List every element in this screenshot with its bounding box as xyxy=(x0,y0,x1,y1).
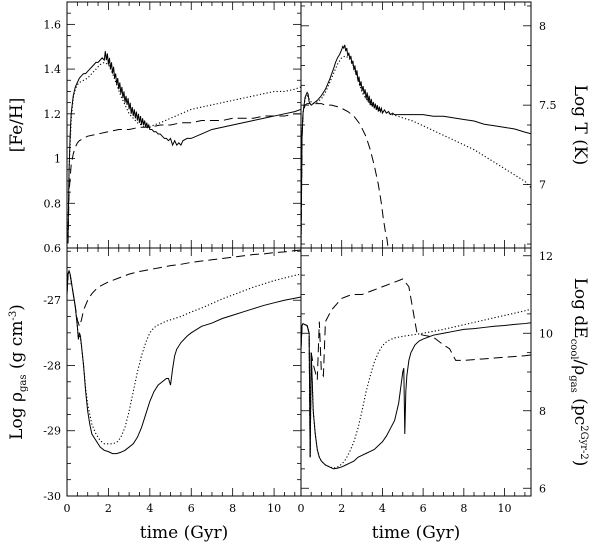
y-tick-label: -30 xyxy=(43,490,61,503)
series-line-dashed xyxy=(67,249,301,328)
panel-frame xyxy=(66,1,302,249)
series-line-dashed xyxy=(67,113,301,244)
panel-frame xyxy=(300,1,532,249)
series-line-dotted xyxy=(67,61,301,237)
series-line-solid xyxy=(301,322,531,470)
x-axis-label-left: time (Gyr) xyxy=(140,523,228,543)
x-axis-label-right: time (Gyr) xyxy=(372,523,460,543)
y-tick-label: -28 xyxy=(43,359,61,372)
series-line-dashed xyxy=(301,103,389,248)
x-tick-label: 4 xyxy=(146,502,153,515)
y-tick-label: -27 xyxy=(43,294,61,307)
y-tick-label: 7 xyxy=(539,179,546,192)
y-axis-label-rho: Log ρgas (g cm-3) xyxy=(7,304,29,440)
panel-top-left: 0.6 0.8 1 1.2 1.4 1.6 xyxy=(44,1,302,255)
series-line-dotted xyxy=(301,308,531,469)
y-tick-label: 8 xyxy=(539,20,546,33)
x-tick-label: 6 xyxy=(188,502,195,515)
x-tick-label: 2 xyxy=(338,502,345,515)
panel-bottom-left: 0 2 4 6 8 10 -30 -29 -28 -27 xyxy=(43,247,302,515)
y-tick-label: 10 xyxy=(539,327,553,340)
series-line-solid xyxy=(301,44,531,248)
x-tick-label: 0 xyxy=(298,502,305,515)
panel-frame xyxy=(300,247,532,497)
panel-bottom-right: 0 2 4 6 8 10 6 8 10 12 xyxy=(298,247,553,515)
x-tick-label: 10 xyxy=(267,502,281,515)
y-tick-label: 6 xyxy=(539,482,546,495)
series-line-dashed xyxy=(301,278,531,458)
y-tick-label: 1.4 xyxy=(44,63,62,76)
series-line-dotted xyxy=(67,269,301,445)
y-axis-label-feh: [Fe/H] xyxy=(7,98,27,153)
series-line-dotted xyxy=(301,55,531,248)
series-line-solid xyxy=(67,51,301,237)
x-tick-label: 8 xyxy=(460,502,467,515)
y-tick-label: 7.5 xyxy=(539,99,557,112)
series-line-solid xyxy=(67,269,301,455)
y-tick-label: 8 xyxy=(539,405,546,418)
y-tick-label: -29 xyxy=(43,425,61,438)
y-axis-label-logt: Log T (K) xyxy=(570,85,590,166)
x-tick-label: 0 xyxy=(64,502,71,515)
y-tick-label: 1.2 xyxy=(44,108,62,121)
x-tick-label: 6 xyxy=(420,502,427,515)
axis-labels: [Fe/H] Log T (K) Log ρgas (g cm-3) Log dEco… xyxy=(7,85,590,543)
x-tick-label: 8 xyxy=(229,502,236,515)
y-tick-label: 12 xyxy=(539,250,553,263)
x-tick-label: 10 xyxy=(498,502,512,515)
y-axis-label-decool: Log dEcool/ρgas (pc2Gyr-2) xyxy=(568,278,590,467)
x-tick-label: 4 xyxy=(379,502,386,515)
x-tick-label: 2 xyxy=(105,502,112,515)
panel-top-right: 77.58 xyxy=(300,1,557,249)
y-tick-label: 1 xyxy=(54,153,61,166)
y-tick-label: 0.6 xyxy=(44,242,62,255)
y-tick-label: 1.6 xyxy=(44,18,62,31)
y-tick-label: 0.8 xyxy=(44,197,62,210)
